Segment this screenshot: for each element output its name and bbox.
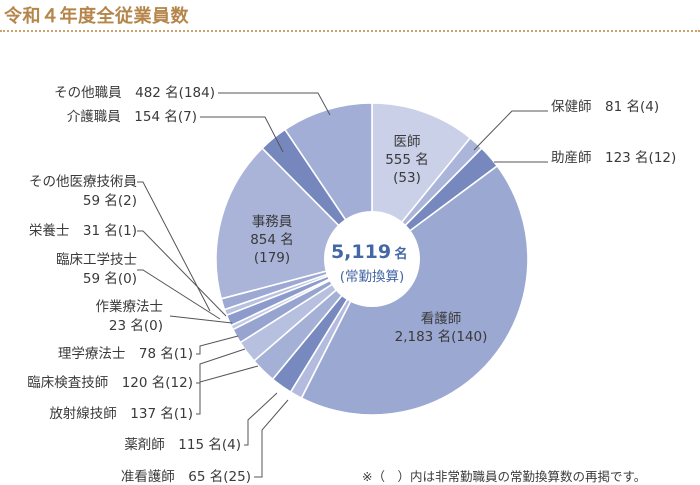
slice-11-label-1: 臨床工学技士	[56, 252, 137, 268]
slice-15-leader-line	[200, 116, 284, 153]
slice-7-label-1: 放射線技師 137 名(1)	[49, 406, 193, 422]
slice-10-leader-line	[169, 315, 233, 324]
total-value: 5,119	[331, 241, 391, 263]
slice-3-label-1: 助産師 123 名(12)	[551, 150, 676, 166]
slice-8-label-1: 臨床検査技師 120 名(12)	[27, 375, 193, 391]
slice-6-label-1: 薬剤師 115 名(4)	[124, 437, 241, 453]
slice-4-wedge	[300, 164, 529, 416]
slice-4-label-2: 2,183 名(140)	[395, 329, 488, 345]
slice-16-label-1: その他職員 482 名(184)	[54, 85, 215, 101]
slice-11-label-2: 59 名(0)	[83, 271, 137, 287]
slice-13-leader-line	[137, 181, 211, 312]
slice-14-label-3: (179)	[254, 250, 290, 266]
total-unit: 名	[394, 246, 407, 262]
slice-11-leader-line	[137, 269, 221, 320]
slice-14-label-1: 事務員	[252, 214, 293, 230]
total-subtitle: (常勤換算)	[340, 269, 405, 285]
slice-2-label-1: 保健師 81 名(4)	[551, 99, 659, 115]
page-title: 令和４年度全従業員数	[4, 6, 189, 27]
slice-1-label-3: (53)	[393, 170, 421, 186]
slice-8-leader-line	[196, 348, 246, 384]
slice-10-label-2: 23 名(0)	[109, 318, 163, 334]
footnote: ※（ ）内は非常勤職員の常勤換算数の再掲です。	[362, 469, 647, 484]
slice-5-leader-line	[254, 399, 289, 478]
slice-14-label-2: 854 名	[250, 232, 294, 248]
center-hole	[324, 211, 420, 307]
slice-13-label-2: 59 名(2)	[83, 193, 137, 209]
slice-13-label-1: その他医療技術員	[29, 173, 137, 190]
slice-15-label-1: 介護職員 154 名(7)	[67, 109, 197, 125]
slice-10-label-1: 作業療法士	[96, 298, 164, 315]
title-divider	[0, 30, 700, 32]
slice-2-leader-line	[473, 110, 548, 151]
slice-7-leader-line	[196, 365, 259, 415]
slice-4-label-1: 看護師	[421, 311, 462, 327]
slice-1-label-2: 555 名	[385, 152, 429, 168]
slice-9-label-1: 理学療法士 78 名(1)	[58, 345, 193, 362]
slice-5-label-1: 准看護師 65 名(25)	[121, 469, 251, 485]
slice-6-leader-line	[244, 392, 278, 446]
slice-12-label-1: 栄養士 31 名(1)	[29, 222, 137, 239]
slice-16-leader-line	[218, 92, 331, 116]
slice-9-leader-line	[196, 335, 239, 355]
slice-1-label-1: 医師	[394, 134, 421, 150]
